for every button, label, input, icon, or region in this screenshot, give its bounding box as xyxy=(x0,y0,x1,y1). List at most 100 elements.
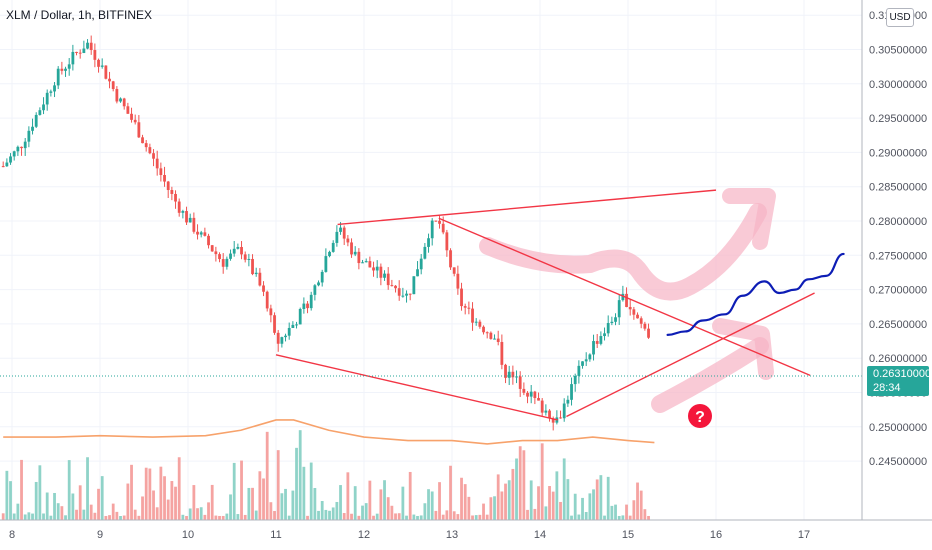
currency-label[interactable]: USD xyxy=(886,8,914,27)
candle-body xyxy=(599,336,603,344)
volume-bar xyxy=(280,493,284,520)
volume-bar xyxy=(236,514,240,520)
candle-body xyxy=(89,42,93,51)
volume-bar xyxy=(166,499,170,520)
candle-body xyxy=(577,365,581,376)
candle-body xyxy=(20,146,23,149)
volume-bar xyxy=(218,515,221,520)
candle-body xyxy=(614,317,617,322)
candle-body xyxy=(434,220,438,222)
upper-arrow-head xyxy=(722,188,776,250)
volume-bar xyxy=(328,510,331,520)
volume-bar xyxy=(45,492,49,520)
volume-bar xyxy=(412,514,416,520)
candle-body xyxy=(408,293,412,295)
volume-bar xyxy=(71,493,75,520)
candle-body xyxy=(130,113,133,120)
volume-bar xyxy=(49,515,53,520)
candle-body xyxy=(97,59,100,67)
candle-body xyxy=(302,303,306,309)
candle-body xyxy=(60,68,64,71)
volume-bar xyxy=(89,504,93,520)
volume-bar xyxy=(247,487,251,520)
grid xyxy=(0,0,862,520)
candle-body xyxy=(639,318,643,324)
candle-body xyxy=(643,323,647,329)
volume-bar xyxy=(379,489,383,520)
candle-body xyxy=(42,104,45,111)
time-tick-label: 14 xyxy=(534,529,546,541)
volume-bar xyxy=(229,494,232,520)
candle-body xyxy=(375,266,379,271)
candle-body xyxy=(320,271,324,283)
volume-bar xyxy=(361,505,364,520)
volume-bar xyxy=(452,511,456,520)
volume-bar xyxy=(438,482,441,520)
lower-arrow-head xyxy=(712,318,774,380)
volume-bar xyxy=(599,475,603,520)
projection-path[interactable] xyxy=(666,252,845,336)
candle-body xyxy=(361,262,364,264)
volume-bar xyxy=(269,502,273,520)
volume-bar xyxy=(199,507,203,520)
volume-bar xyxy=(617,515,621,520)
candle-body xyxy=(71,51,75,65)
time-tick-label: 12 xyxy=(358,529,370,541)
candle-body xyxy=(31,126,34,131)
candle-body xyxy=(108,78,111,82)
candle-body xyxy=(181,211,185,213)
volume-bar xyxy=(588,493,592,520)
candle-body xyxy=(452,267,456,274)
candle-body xyxy=(56,68,60,86)
question-mark-circle xyxy=(688,404,712,428)
candle-body xyxy=(390,285,394,287)
price-tick-label: 0.26000000 xyxy=(869,353,927,365)
candle-body xyxy=(9,156,12,163)
time-tick-label: 16 xyxy=(710,529,722,541)
candle-body xyxy=(551,418,555,423)
trendlines[interactable] xyxy=(275,189,815,421)
volume-bar xyxy=(493,496,496,520)
volume-bar xyxy=(441,514,445,520)
candle-body xyxy=(258,272,262,286)
volume-bar xyxy=(394,513,397,520)
volume-bar xyxy=(210,484,214,520)
volume-bar xyxy=(170,481,174,520)
projection-line xyxy=(666,252,845,336)
candle-body xyxy=(93,50,97,60)
candle-body xyxy=(636,314,639,319)
volume-bar xyxy=(56,503,60,520)
volume-bar xyxy=(221,515,225,520)
candle-body xyxy=(214,251,218,255)
countdown-timer: 28:34 xyxy=(873,382,901,394)
volume-bar xyxy=(203,514,207,520)
candle-body xyxy=(177,201,181,213)
volume-bar xyxy=(243,514,247,520)
question-mark-badge[interactable]: ? xyxy=(688,404,712,428)
candle-body xyxy=(456,273,460,289)
volume-bar xyxy=(485,514,489,520)
candle-body xyxy=(441,223,445,233)
candle-body xyxy=(647,328,650,338)
volume-bar xyxy=(31,513,34,520)
candle-body xyxy=(309,294,313,309)
candle-body xyxy=(463,306,467,308)
candle-body xyxy=(394,285,397,289)
candle-body xyxy=(335,231,339,243)
candle-body xyxy=(295,324,298,326)
candle-body xyxy=(401,295,405,297)
candle-body xyxy=(254,272,258,275)
volume-bar xyxy=(320,500,324,520)
volume-bar xyxy=(386,497,390,520)
candle-body xyxy=(251,258,254,275)
candle-body xyxy=(64,68,67,71)
candle-body xyxy=(405,293,408,296)
candle-body xyxy=(584,359,588,362)
candle-body xyxy=(218,254,221,260)
volume-bar xyxy=(64,515,67,520)
volume-bar xyxy=(276,450,280,520)
volume-bar xyxy=(383,480,386,520)
time-tick-label: 11 xyxy=(270,529,281,541)
